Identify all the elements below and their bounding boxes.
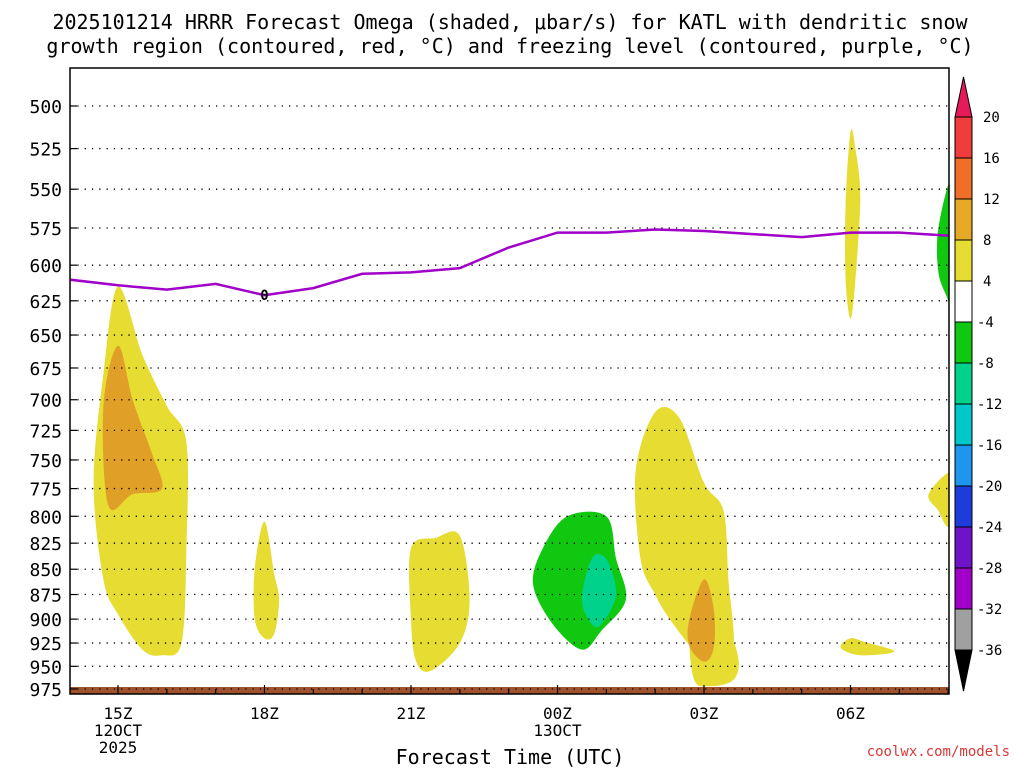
y-tick-label-550: 550: [29, 180, 62, 201]
colorbar-label-4: 4: [983, 274, 991, 290]
credit-text: coolwx.com/models: [866, 744, 1010, 760]
y-tick-label-875: 875: [29, 586, 62, 607]
colorbar-label-9: -20: [977, 479, 1002, 495]
colorbar-box-12: [954, 567, 973, 610]
colorbar-box-8: [954, 403, 973, 446]
colorbar-box-2: [954, 157, 973, 200]
colorbar-label-6: -8: [977, 356, 994, 372]
y-tick-label-525: 525: [29, 140, 62, 161]
omega-shaded-regions: [93, 128, 949, 687]
colorbar-label-0: 20: [983, 110, 1000, 126]
colorbar-box-4: [954, 239, 973, 282]
y-tick-label-675: 675: [29, 359, 62, 380]
colorbar-box-3: [954, 198, 973, 241]
terrain-strip: [70, 687, 949, 694]
omega-region-orange-8: [687, 579, 715, 662]
colorbar-top-arrow: [954, 76, 973, 118]
colorbar-box-5: [954, 280, 973, 323]
plot-frame: [69, 67, 950, 695]
omega-region-orange-1: [102, 345, 163, 511]
y-tick-label-700: 700: [29, 391, 62, 412]
x-tick-label-6-0: 21Z: [397, 704, 426, 723]
omega-region-teal-5: [581, 554, 617, 628]
colorbar-box-6: [954, 321, 973, 364]
colorbar-box-11: [954, 526, 973, 569]
y-tick-label-725: 725: [29, 421, 62, 442]
x-tick-label-9-1: 13OCT: [533, 721, 582, 740]
x-axis-label: Forecast Time (UTC): [396, 745, 625, 768]
omega-region-yellow-2: [253, 521, 280, 640]
title-line-1: 2025101214 HRRR Forecast Omega (shaded, …: [52, 10, 968, 34]
y-tick-label-600: 600: [29, 256, 62, 277]
colorbar-label-11: -28: [977, 561, 1002, 577]
x-tick-label-0-2: 2025: [99, 738, 138, 757]
omega-region-green-12: [936, 182, 949, 305]
x-tick-label-9-0: 00Z: [543, 704, 572, 723]
y-tick-label-650: 650: [29, 326, 62, 347]
colorbar-label-8: -16: [977, 438, 1002, 454]
y-tick-label-775: 775: [29, 480, 62, 501]
y-tick-label-825: 825: [29, 534, 62, 555]
colorbar-bottom-arrow: [954, 649, 973, 692]
x-tick-label-15-0: 06Z: [836, 704, 865, 723]
colorbar-box-7: [954, 362, 973, 405]
colorbar-label-1: 16: [983, 151, 1000, 167]
colorbar-box-13: [954, 608, 973, 651]
omega-region-yellow-11: [928, 472, 949, 528]
x-tick-label-12-0: 03Z: [690, 704, 719, 723]
y-tick-label-950: 950: [29, 657, 62, 678]
y-tick-label-800: 800: [29, 507, 62, 528]
y-tick-label-750: 750: [29, 451, 62, 472]
colorbar-label-12: -32: [977, 602, 1002, 618]
title-line-2: growth region (contoured, red, °C) and f…: [46, 34, 973, 58]
omega-region-yellow-3: [408, 531, 470, 672]
colorbar-label-13: -36: [977, 643, 1002, 659]
colorbar-box-10: [954, 485, 973, 528]
x-tick-label-0-1: 12OCT: [94, 721, 143, 740]
colorbar-label-7: -12: [977, 397, 1002, 413]
y-tick-label-900: 900: [29, 610, 62, 631]
colorbar-label-2: 12: [983, 192, 1000, 208]
colorbar-box-9: [954, 444, 973, 487]
y-tick-label-850: 850: [29, 560, 62, 581]
y-tick-label-925: 925: [29, 634, 62, 655]
pressure-gridlines: [70, 105, 949, 690]
colorbar: 20 16 12 8 4 -4 -8 -12 -16 -20 -24 -28 -32 -36: [954, 76, 1002, 692]
x-tick-label-0-0: 15Z: [104, 704, 133, 723]
pressure-axis: 500 525 550 575 600 625 650 675 700 725 750 775 800 8…: [29, 97, 77, 701]
freezing-level-label: 0: [260, 288, 268, 304]
omega-region-yellow-9: [845, 128, 861, 319]
omega-region-yellow-10: [840, 638, 895, 656]
y-tick-label-975: 975: [29, 680, 62, 701]
y-tick-label-575: 575: [29, 219, 62, 240]
colorbar-box-1: [954, 116, 973, 159]
colorbar-label-3: 8: [983, 233, 991, 249]
y-tick-label-500: 500: [29, 97, 62, 118]
x-tick-label-3-0: 18Z: [250, 704, 279, 723]
freezing-level-line: [70, 228, 949, 297]
y-tick-label-625: 625: [29, 292, 62, 313]
colorbar-label-5: -4: [977, 315, 994, 331]
colorbar-label-10: -24: [977, 520, 1002, 536]
